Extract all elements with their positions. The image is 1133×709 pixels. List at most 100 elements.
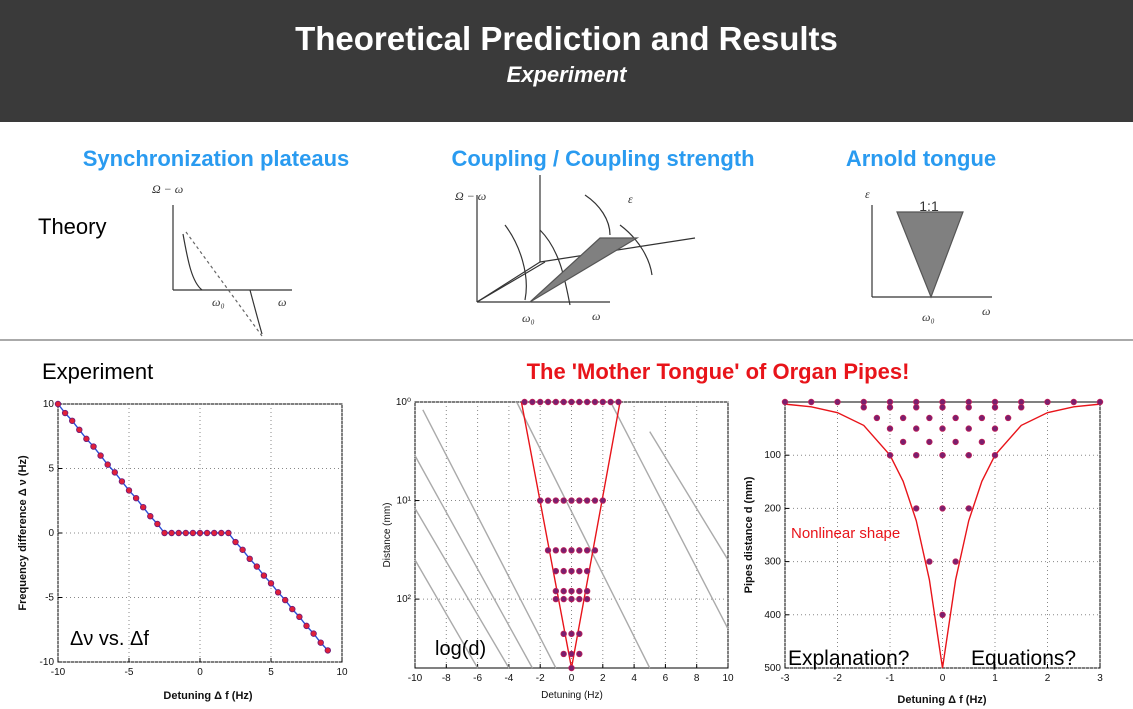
sketch-label: ω — [982, 304, 990, 318]
marker — [568, 595, 575, 603]
marker — [834, 398, 841, 406]
marker — [965, 452, 972, 459]
marker — [560, 547, 567, 554]
x-axis-label: Detuning Δ f (Hz) — [163, 690, 253, 702]
y-tick-label: 10² — [397, 594, 412, 605]
marker — [544, 547, 552, 554]
marker — [246, 555, 253, 562]
marker — [952, 438, 959, 446]
subtitle: Experiment — [506, 62, 627, 87]
x-tick-label: -5 — [125, 667, 134, 678]
marker — [97, 452, 104, 459]
marker — [576, 547, 583, 554]
marker — [568, 547, 575, 554]
x-tick-label: 10 — [722, 673, 734, 684]
marker — [560, 567, 567, 575]
marker — [118, 478, 126, 485]
marker — [529, 398, 536, 406]
sketch-label: ω₀ — [522, 311, 535, 325]
annotation: Equations? — [971, 647, 1076, 670]
marker — [939, 505, 946, 512]
marker — [552, 398, 560, 406]
x-tick-label: -2 — [536, 673, 545, 684]
marker — [203, 529, 211, 537]
marker — [1096, 398, 1104, 406]
x-tick-label: -3 — [781, 673, 790, 684]
x-tick-label: 10 — [336, 667, 348, 678]
sketch-label: ε — [865, 187, 870, 201]
sketch-label: Ω − ω — [455, 189, 486, 203]
line — [516, 401, 651, 669]
y-tick-label: 10 — [43, 399, 55, 410]
y-tick-label: 10⁰ — [396, 397, 411, 408]
line — [649, 431, 729, 561]
x-tick-label: 0 — [940, 673, 946, 684]
marker — [83, 435, 90, 443]
marker — [296, 613, 303, 621]
marker — [537, 497, 544, 504]
marker — [560, 650, 567, 658]
marker — [939, 425, 946, 432]
marker — [576, 630, 583, 638]
title: Theoretical Prediction and Results — [295, 20, 838, 57]
marker — [926, 438, 933, 446]
marker — [568, 398, 575, 406]
line — [414, 455, 533, 669]
sketch-plateau — [172, 205, 292, 337]
marker — [899, 438, 907, 446]
marker — [232, 538, 239, 546]
y-axis-label: Frequency difference Δ ν (Hz) — [17, 455, 29, 611]
marker — [939, 452, 946, 459]
marker — [860, 404, 867, 411]
sketch-label: Ω − ω — [152, 182, 183, 196]
marker — [154, 520, 161, 528]
heading: Arnold tongue — [846, 146, 996, 171]
marker — [576, 650, 583, 658]
x-axis-label: Detuning Δ f (Hz) — [897, 694, 987, 706]
x-tick-label: 6 — [663, 673, 669, 684]
marker — [576, 587, 583, 595]
marker — [552, 547, 560, 554]
marker — [926, 558, 933, 565]
marker — [991, 404, 999, 411]
marker — [591, 497, 599, 504]
y-tick-label: -10 — [40, 657, 55, 668]
x-tick-label: 4 — [631, 673, 637, 684]
marker — [615, 398, 622, 406]
marker — [991, 452, 999, 459]
sketch-label: ε — [628, 192, 633, 206]
y-tick-label: 500 — [764, 663, 781, 674]
marker — [913, 505, 920, 512]
x-axis-label: Detuning (Hz) — [541, 690, 603, 701]
marker — [303, 622, 310, 630]
sketch-label: ω₀ — [212, 295, 225, 309]
marker — [218, 529, 225, 537]
marker — [274, 589, 282, 596]
marker — [607, 398, 614, 406]
marker — [583, 398, 591, 406]
header: Theoretical Prediction and Results Exper… — [0, 0, 1133, 122]
x-tick-label: 3 — [1097, 673, 1103, 684]
heading: Synchronization plateaus — [83, 146, 350, 171]
marker — [111, 469, 118, 476]
y-axis-label: Pipes distance d (mm) — [743, 476, 755, 593]
marker — [583, 497, 591, 504]
marker — [781, 398, 789, 406]
marker — [76, 426, 83, 433]
marker — [913, 404, 920, 411]
y-tick-label: 10¹ — [397, 496, 412, 507]
marker — [583, 547, 591, 554]
marker — [260, 572, 268, 579]
line — [610, 401, 729, 630]
marker — [1044, 398, 1051, 406]
x-tick-label: -6 — [473, 673, 482, 684]
marker — [544, 497, 552, 504]
marker — [182, 529, 189, 537]
marker — [552, 497, 560, 504]
marker — [1070, 398, 1077, 406]
marker — [1004, 414, 1012, 422]
marker — [886, 452, 894, 459]
marker — [560, 398, 567, 406]
